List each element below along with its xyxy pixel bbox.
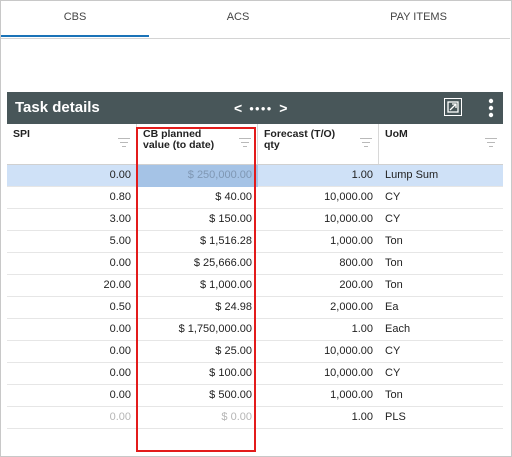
pager-prev-button[interactable]: < xyxy=(234,100,243,116)
filter-icon[interactable] xyxy=(485,138,497,148)
cell-cb-planned-value: $ 25.00 xyxy=(215,345,252,357)
cell-cb-planned-value: $ 1,000.00 xyxy=(200,279,252,291)
grid-header: SPI CB planned value (to date) Forecast … xyxy=(7,124,503,165)
cell-uom: Ton xyxy=(385,389,403,401)
pager-dots: ●●●● xyxy=(249,104,273,113)
toolbar-title: Task details xyxy=(15,99,100,116)
pager-next-button[interactable]: > xyxy=(279,100,288,116)
cell-forecast-qty: 10,000.00 xyxy=(324,213,373,225)
column-label: Forecast (T/O) qty xyxy=(264,128,336,151)
export-icon[interactable] xyxy=(444,98,462,116)
column-header-spi[interactable]: SPI xyxy=(7,124,137,164)
cell-forecast-qty: 1,000.00 xyxy=(330,389,373,401)
filter-icon[interactable] xyxy=(239,138,251,148)
cell-uom: CY xyxy=(385,367,401,379)
table-row[interactable]: 0.00 $ 25,666.00 800.00 Ton xyxy=(7,253,503,275)
cell-spi: 0.00 xyxy=(109,323,131,335)
cell-cb-planned-value: $ 25,666.00 xyxy=(193,257,252,269)
cell-forecast-qty: 800.00 xyxy=(339,257,373,269)
cell-uom: Ton xyxy=(385,257,403,269)
cell-forecast-qty: 2,000.00 xyxy=(330,301,373,313)
tab-acs[interactable]: ACS xyxy=(226,11,250,23)
cell-uom: Lump Sum xyxy=(385,169,439,181)
grid-body: 0.00 $ 250,000.00 1.00 Lump Sum 0.80 $ 4… xyxy=(7,165,503,429)
column-label: CB planned value (to date) xyxy=(143,128,215,151)
cell-uom: Ea xyxy=(385,301,399,313)
cell-cb-planned-value: $ 100.00 xyxy=(209,367,252,379)
table-row[interactable]: 0.00 $ 1,750,000.00 1.00 Each xyxy=(7,319,503,341)
cell-forecast-qty: 1.00 xyxy=(351,411,373,423)
cell-uom: PLS xyxy=(385,411,406,423)
cell-cb-planned-value: $ 1,516.28 xyxy=(200,235,252,247)
cell-forecast-qty: 10,000.00 xyxy=(324,367,373,379)
table-row[interactable]: 5.00 $ 1,516.28 1,000.00 Ton xyxy=(7,231,503,253)
cell-forecast-qty: 200.00 xyxy=(339,279,373,291)
table-row[interactable]: 0.00 $ 25.00 10,000.00 CY xyxy=(7,341,503,363)
tab-bar: CBS ACS PAY ITEMS xyxy=(1,1,510,39)
cell-spi: 0.00 xyxy=(109,411,131,423)
cell-forecast-qty: 1.00 xyxy=(351,323,373,335)
column-label: UoM xyxy=(385,128,408,140)
cell-uom: CY xyxy=(385,345,401,357)
cell-cb-planned-value: $ 250,000.00 xyxy=(137,165,258,187)
tab-cbs[interactable]: CBS xyxy=(1,1,149,37)
cell-uom: Each xyxy=(385,323,411,335)
cell-forecast-qty: 10,000.00 xyxy=(324,191,373,203)
tab-pay-items[interactable]: PAY ITEMS xyxy=(390,11,447,23)
column-header-forecast-qty[interactable]: Forecast (T/O) qty xyxy=(258,124,379,164)
cell-forecast-qty: 1,000.00 xyxy=(330,235,373,247)
table-row[interactable]: 20.00 $ 1,000.00 200.00 Ton xyxy=(7,275,503,297)
column-header-cb-planned-value[interactable]: CB planned value (to date) xyxy=(137,124,258,164)
cell-cb-planned-value: $ 24.98 xyxy=(215,301,252,313)
cell-uom: CY xyxy=(385,213,401,225)
cell-spi: 0.00 xyxy=(109,367,131,379)
cell-forecast-qty: 1.00 xyxy=(351,169,373,181)
cell-uom: CY xyxy=(385,191,401,203)
cell-cb-planned-value: $ 150.00 xyxy=(209,213,252,225)
cell-spi: 5.00 xyxy=(109,235,131,247)
cell-spi: 0.00 xyxy=(109,345,131,357)
cell-spi: 0.80 xyxy=(109,191,131,203)
table-row[interactable]: 0.00 $ 100.00 10,000.00 CY xyxy=(7,363,503,385)
cell-spi: 0.00 xyxy=(109,169,131,181)
task-details-toolbar: Task details < ●●●● > xyxy=(7,92,503,124)
filter-icon[interactable] xyxy=(360,138,372,148)
table-row[interactable]: 0.00 $ 500.00 1,000.00 Ton xyxy=(7,385,503,407)
cell-spi: 0.00 xyxy=(109,257,131,269)
cell-spi: 3.00 xyxy=(109,213,131,225)
cell-spi: 0.00 xyxy=(109,389,131,401)
table-row[interactable]: 3.00 $ 150.00 10,000.00 CY xyxy=(7,209,503,231)
cell-spi: 20.00 xyxy=(103,279,131,291)
table-row[interactable]: 0.50 $ 24.98 2,000.00 Ea xyxy=(7,297,503,319)
column-header-uom[interactable]: UoM xyxy=(379,124,503,164)
table-row[interactable]: 0.80 $ 40.00 10,000.00 CY xyxy=(7,187,503,209)
table-row[interactable]: 0.00 $ 250,000.00 1.00 Lump Sum xyxy=(7,165,503,187)
cell-forecast-qty: 10,000.00 xyxy=(324,345,373,357)
cell-uom: Ton xyxy=(385,279,403,291)
table-row[interactable]: 0.00 $ 0.00 1.00 PLS xyxy=(7,407,503,429)
cell-cb-planned-value: $ 0.00 xyxy=(221,411,252,423)
cell-cb-planned-value: $ 40.00 xyxy=(215,191,252,203)
cell-spi: 0.50 xyxy=(109,301,131,313)
more-vertical-icon[interactable] xyxy=(486,96,496,120)
cell-cb-planned-value: $ 1,750,000.00 xyxy=(178,323,252,335)
cell-cb-planned-value: $ 500.00 xyxy=(209,389,252,401)
column-label: SPI xyxy=(13,128,30,140)
filter-icon[interactable] xyxy=(118,138,130,148)
pager: < ●●●● > xyxy=(234,92,287,125)
cell-uom: Ton xyxy=(385,235,403,247)
